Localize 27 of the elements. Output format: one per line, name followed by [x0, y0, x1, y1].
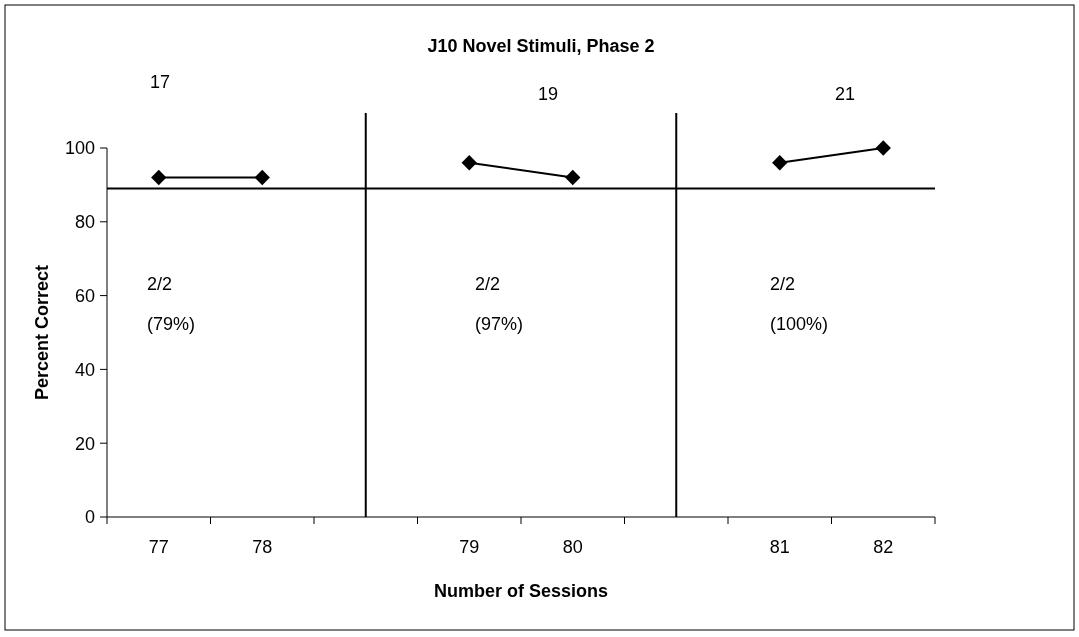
- y-tick-label: 80: [74, 212, 95, 233]
- y-tick-label: 40: [74, 359, 95, 380]
- chart-title: J10 Novel Stimuli, Phase 2: [427, 36, 655, 56]
- point: [151, 169, 167, 186]
- x-tick-label: 78: [252, 537, 273, 557]
- point: [772, 155, 788, 171]
- text: 17: [149, 72, 171, 92]
- point: [875, 140, 891, 156]
- x-tick-label: 81: [769, 537, 790, 557]
- x-tick-label: 77: [148, 537, 169, 557]
- text: 21: [834, 84, 856, 104]
- x-tick-label: 79: [459, 537, 480, 557]
- y-axis-title: Percent Correct: [32, 264, 52, 401]
- annotation: 2/2 (97%): [475, 274, 524, 334]
- y-tick-label: 100: [64, 138, 95, 159]
- text: 19: [537, 84, 559, 104]
- point: [565, 169, 581, 186]
- y-tick-label: 20: [74, 433, 95, 454]
- annotation: 2/2 (79%): [147, 274, 196, 334]
- x-tick-label: 80: [562, 537, 583, 557]
- y-tick-label: 60: [74, 285, 95, 306]
- point: [461, 155, 477, 171]
- x-tick-label: 82: [873, 537, 894, 557]
- annotation: 2/2 (100%): [770, 274, 829, 334]
- y-tick-label: 0: [84, 507, 95, 528]
- point: [254, 169, 270, 186]
- x-axis-title: Number of Sessions: [433, 581, 609, 601]
